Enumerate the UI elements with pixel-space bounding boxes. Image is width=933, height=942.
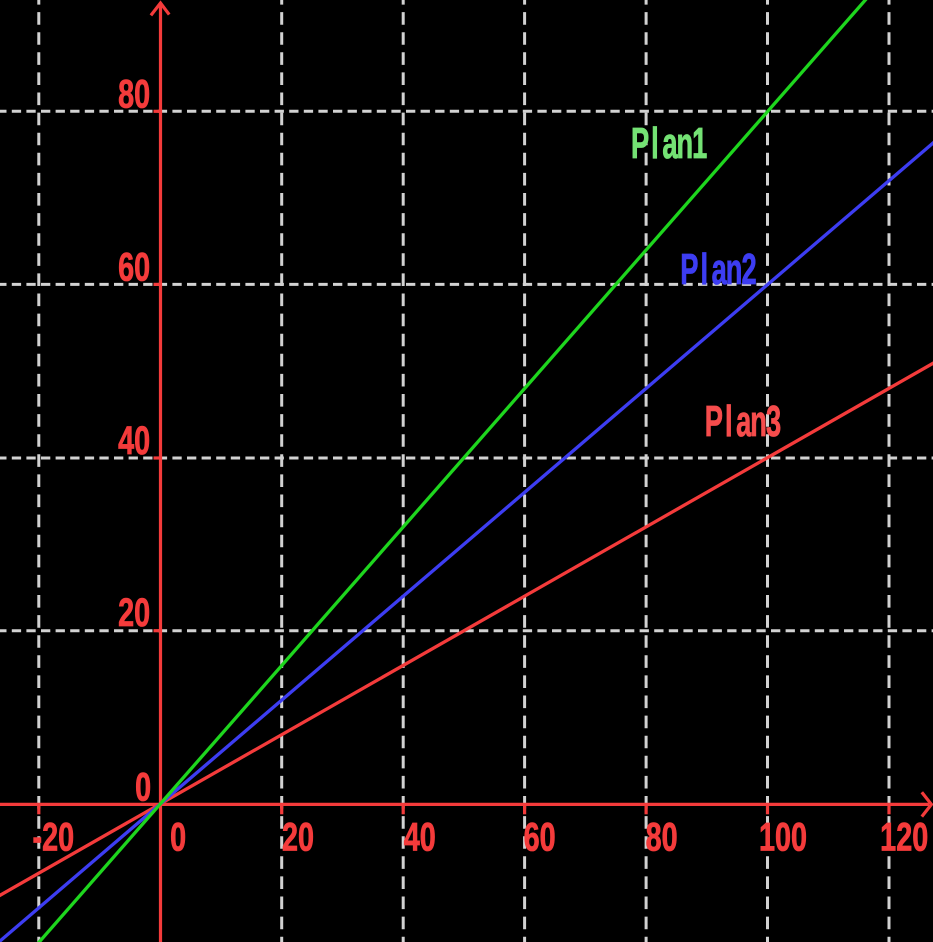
svg-text:20: 20 (282, 815, 314, 860)
svg-text:Plan2: Plan2 (680, 244, 756, 293)
svg-text:0: 0 (170, 815, 186, 860)
svg-text:20: 20 (118, 590, 150, 635)
svg-text:Plan3: Plan3 (705, 396, 781, 445)
svg-text:100: 100 (759, 815, 807, 860)
svg-text:0: 0 (135, 765, 151, 810)
svg-text:Plan1: Plan1 (631, 118, 707, 167)
svg-text:80: 80 (118, 72, 150, 117)
svg-text:60: 60 (524, 815, 556, 860)
svg-text:80: 80 (646, 815, 678, 860)
svg-text:60: 60 (118, 245, 150, 290)
svg-text:120: 120 (880, 815, 928, 860)
svg-text:40: 40 (118, 418, 150, 463)
svg-text:-20: -20 (32, 815, 74, 860)
svg-text:40: 40 (404, 815, 436, 860)
